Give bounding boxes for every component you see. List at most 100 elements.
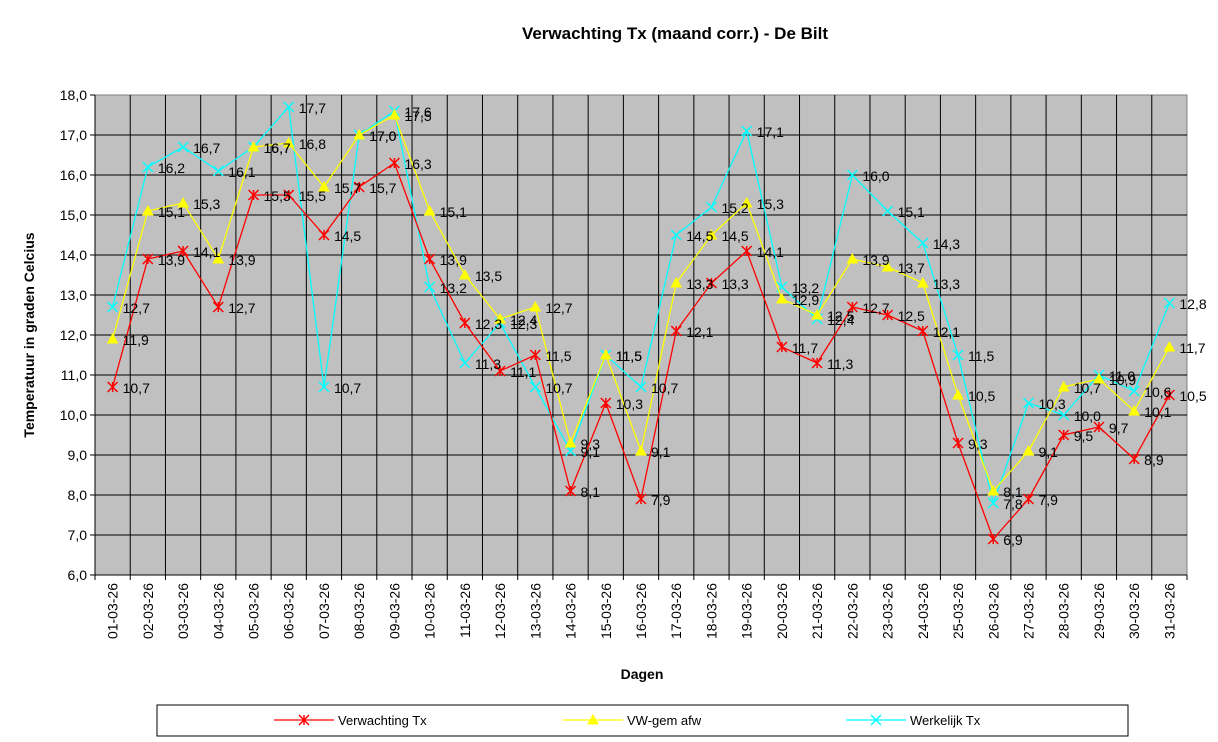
- star-marker: [846, 301, 858, 313]
- data-label: 14,5: [721, 228, 748, 244]
- data-label: 13,5: [475, 268, 502, 284]
- data-label: 8,9: [1144, 452, 1164, 468]
- star-marker: [142, 253, 154, 265]
- star-marker: [741, 245, 753, 257]
- x-tick-label: 30-03-26: [1126, 583, 1142, 639]
- data-label: 13,9: [228, 252, 255, 268]
- data-label: 13,9: [158, 252, 185, 268]
- data-label: 14,3: [933, 236, 960, 252]
- triangle-marker: [529, 300, 542, 312]
- data-label: 7,9: [1038, 492, 1058, 508]
- x-tick-label: 02-03-26: [140, 583, 156, 639]
- star-marker: [670, 325, 682, 337]
- x-marker: [424, 281, 436, 293]
- data-label: 12,1: [686, 324, 713, 340]
- data-label: 10,6: [1144, 384, 1171, 400]
- data-label: 17,6: [404, 104, 431, 120]
- star-marker: [882, 309, 894, 321]
- x-tick-label: 08-03-26: [351, 583, 367, 639]
- triangle-marker: [247, 140, 260, 152]
- series-2: [107, 101, 1175, 509]
- data-label: 9,1: [651, 444, 671, 460]
- star-marker: [987, 533, 999, 545]
- data-label: 13,9: [440, 252, 467, 268]
- data-label: 16,3: [404, 156, 431, 172]
- series-layer: [106, 101, 1176, 545]
- data-label: 15,5: [264, 188, 291, 204]
- data-label: 13,3: [721, 276, 748, 292]
- data-label: 16,1: [228, 164, 255, 180]
- y-tick-label: 15,0: [60, 207, 87, 223]
- y-tick-label: 17,0: [60, 127, 87, 143]
- star-marker: [459, 317, 471, 329]
- legend-entry: Werkelijk Tx: [846, 713, 981, 728]
- legend-entry: VW-gem afw: [563, 713, 702, 728]
- data-label: 12,4: [827, 312, 854, 328]
- x-marker: [741, 125, 753, 137]
- chart-title: Verwachting Tx (maand corr.) - De Bilt: [522, 24, 828, 43]
- x-tick-label: 11-03-26: [457, 583, 473, 638]
- data-label: 13,2: [792, 280, 819, 296]
- data-label: 16,8: [299, 136, 326, 152]
- star-marker: [494, 365, 506, 377]
- triangle-marker: [388, 108, 401, 120]
- triangle-marker: [1022, 444, 1035, 456]
- x-marker: [705, 201, 717, 213]
- x-tick-label: 31-03-26: [1161, 583, 1177, 639]
- star-marker: [600, 397, 612, 409]
- y-tick-label: 9,0: [68, 447, 88, 463]
- star-marker: [283, 189, 295, 201]
- data-label: 9,1: [581, 444, 601, 460]
- data-label: 8,1: [1003, 484, 1023, 500]
- legend-label: Werkelijk Tx: [910, 713, 981, 728]
- y-tick-label: 12,0: [60, 327, 87, 343]
- x-tick-label: 16-03-26: [633, 583, 649, 639]
- triangle-marker: [353, 128, 366, 140]
- x-tick-label: 24-03-26: [915, 583, 931, 639]
- data-label: 16,7: [193, 140, 220, 156]
- x-tick-label: 26-03-26: [985, 583, 1001, 639]
- x-tick-label: 19-03-26: [739, 583, 755, 639]
- data-label: 12,7: [545, 300, 572, 316]
- star-marker: [565, 485, 577, 497]
- data-label: 9,7: [1109, 420, 1129, 436]
- x-marker: [565, 445, 577, 457]
- star-marker: [107, 381, 119, 393]
- data-label: 10,5: [1179, 388, 1206, 404]
- data-label: 10,3: [1038, 396, 1065, 412]
- x-marker: [459, 357, 471, 369]
- triangle-marker: [670, 276, 683, 288]
- data-label: 15,5: [299, 188, 326, 204]
- y-tick-label: 11,0: [61, 367, 87, 383]
- triangle-marker: [705, 228, 718, 240]
- data-label: 15,7: [334, 180, 361, 196]
- x-tick-label: 10-03-26: [422, 583, 438, 639]
- star-marker: [635, 493, 647, 505]
- data-label: 11,7: [1179, 340, 1205, 356]
- data-label: 9,3: [581, 436, 601, 452]
- triangle-marker: [564, 436, 577, 448]
- star-marker: [1128, 453, 1140, 465]
- star-marker: [353, 181, 365, 193]
- star-marker: [247, 189, 260, 201]
- triangle-marker: [587, 713, 599, 725]
- x-marker: [987, 497, 999, 509]
- triangle-marker: [423, 204, 436, 216]
- data-label: 12,9: [792, 292, 819, 308]
- data-label: 15,7: [369, 180, 396, 196]
- legend-label: Verwachting Tx: [338, 713, 427, 728]
- x-tick-label: 20-03-26: [774, 583, 790, 639]
- triangle-marker: [106, 332, 119, 344]
- data-label: 17,0: [369, 128, 396, 144]
- star-marker: [318, 229, 330, 241]
- triangle-marker: [776, 292, 788, 304]
- data-label: 12,7: [862, 300, 889, 316]
- data-label: 14,1: [757, 244, 784, 260]
- data-label: 15,1: [898, 204, 925, 220]
- gridlines: [95, 95, 1187, 575]
- star-marker: [298, 714, 310, 726]
- x-marker: [529, 381, 541, 393]
- data-label: 7,9: [651, 492, 671, 508]
- x-tick-label: 01-03-26: [105, 583, 121, 639]
- x-tick-label: 21-03-26: [809, 583, 825, 639]
